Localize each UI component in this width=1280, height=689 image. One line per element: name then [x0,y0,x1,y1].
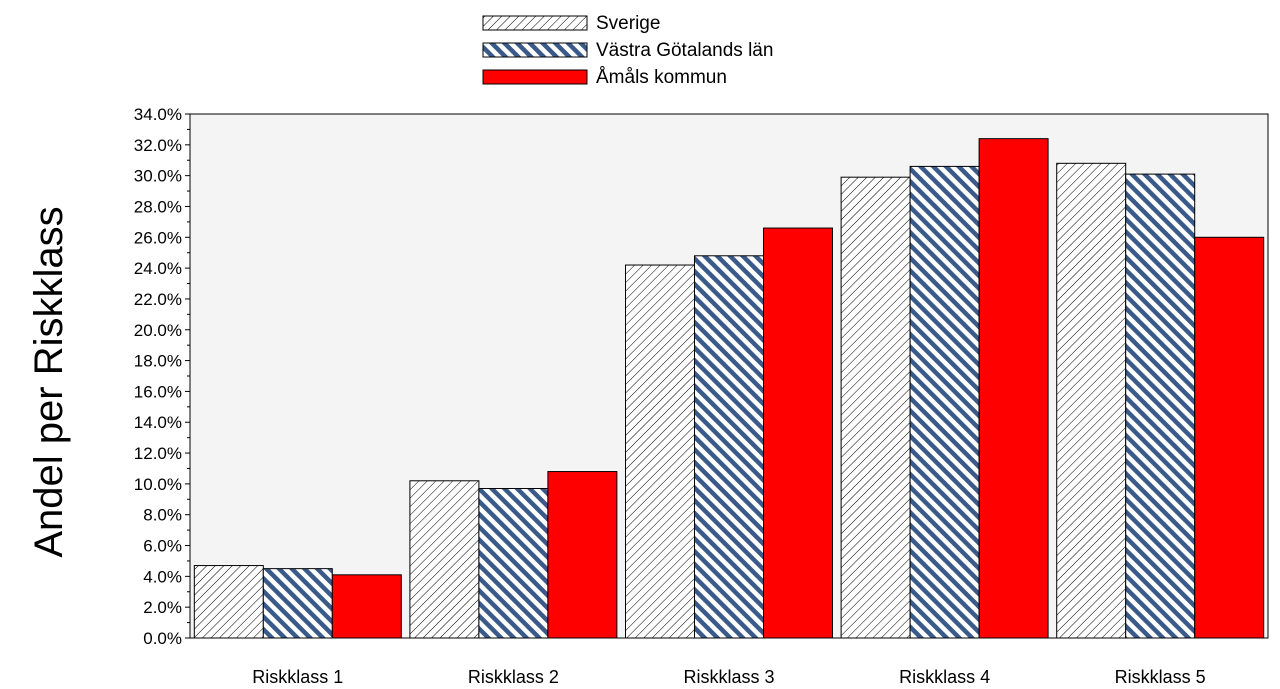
legend: Sverige Västra Götalands län Åmåls kommun [482,13,773,88]
legend-label: Västra Götalands län [596,40,773,61]
y-tick-label: 16.0% [134,382,182,401]
legend-swatch [482,15,588,31]
bar-2-3 [694,255,764,639]
y-tick-label: 8.0% [143,506,182,525]
y-tick-label: 6.0% [143,537,182,556]
y-tick-label: 2.0% [143,598,182,617]
y-tick-label: 14.0% [134,413,182,432]
x-tick-label: Riskklass 3 [683,667,774,687]
x-axis: Riskklass 1 Riskklass 2 Riskklass 3 Riskkla… [252,667,1205,687]
bar-2-4 [909,165,980,639]
bar-2-2 [478,488,549,639]
bar-1-5 [1056,162,1127,639]
y-axis: 0.0% 2.0% 4.0% 6.0% 8.0% 10.0% 12.0% 14.0% 16.0%… [134,105,190,648]
y-tick-label: 4.0% [143,567,182,586]
x-tick-label: Riskklass 4 [899,667,990,687]
bar-3-5 [1194,236,1265,639]
bar-2-5 [1125,173,1196,639]
x-tick-label: Riskklass 2 [468,667,559,687]
bar-2-1 [262,568,333,639]
legend-swatch [482,42,588,58]
y-tick-label: 22.0% [134,290,182,309]
bar-1-2 [409,480,480,639]
bar-3-2 [547,471,618,639]
y-tick-label: 34.0% [134,105,182,124]
bar-1-1 [193,565,264,639]
y-tick-label: 28.0% [134,197,182,216]
y-tick-label: 24.0% [134,259,182,278]
legend-label: Sverige [596,13,660,34]
bar-1-3 [625,264,696,639]
x-tick-label: Riskklass 1 [252,667,343,687]
y-tick-label: 0.0% [143,629,182,648]
bars [193,138,1265,639]
legend-swatch [482,69,588,85]
bar-3-4 [978,138,1049,639]
bar-3-1 [331,574,402,639]
y-tick-label: 20.0% [134,321,182,340]
x-tick-label: Riskklass 5 [1115,667,1206,687]
y-tick-label: 32.0% [134,136,182,155]
y-tick-label: 18.0% [134,352,182,371]
bar-3-3 [762,227,833,639]
legend-label: Åmåls kommun [596,67,727,88]
y-tick-label: 10.0% [134,475,182,494]
y-tick-label: 12.0% [134,444,182,463]
bar-1-4 [840,176,911,639]
y-tick-label: 26.0% [134,228,182,247]
y-axis-title: Andel per Riskklass [27,206,71,557]
y-tick-label: 30.0% [134,167,182,186]
